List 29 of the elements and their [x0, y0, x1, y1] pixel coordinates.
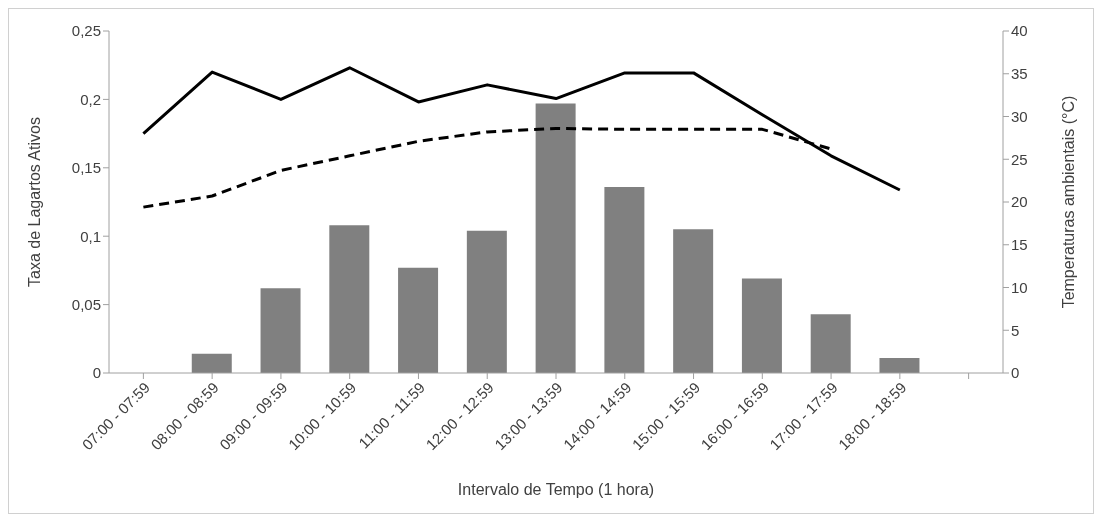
y2-axis-title: Temperaturas ambientais (°C) — [1059, 95, 1077, 309]
bar — [466, 230, 507, 373]
y-tick-label: 0,15 — [71, 159, 101, 177]
y-tick-label: 0,1 — [80, 227, 101, 245]
x-axis-title: Intervalo de Tempo (1 hora) — [457, 481, 655, 498]
y2-tick-label: 25 — [1011, 150, 1028, 168]
y2-tick-label: 5 — [1011, 321, 1020, 339]
y-tick-label: 0,25 — [71, 22, 101, 40]
y-axis-title: Taxa de Lagartos Ativos — [25, 117, 43, 287]
bar — [673, 229, 714, 373]
bar — [810, 314, 851, 373]
bar — [260, 288, 301, 373]
bar — [329, 225, 370, 373]
y2-tick-label: 30 — [1011, 107, 1028, 125]
bar — [604, 186, 645, 373]
y2-tick-label: 15 — [1011, 236, 1028, 254]
y2-tick-label: 40 — [1011, 22, 1028, 40]
y2-tick-label: 0 — [1011, 364, 1020, 382]
y2-tick-label: 10 — [1011, 278, 1028, 296]
y2-tick-label: 35 — [1011, 65, 1028, 83]
bar — [535, 103, 576, 373]
bar — [398, 267, 439, 373]
y-tick-label: 0 — [92, 364, 101, 382]
bar — [191, 353, 232, 373]
bar — [879, 357, 920, 373]
bar — [741, 278, 782, 373]
y2-tick-label: 20 — [1011, 193, 1028, 211]
y-tick-label: 0,2 — [80, 90, 101, 108]
y-tick-label: 0,05 — [71, 295, 101, 313]
